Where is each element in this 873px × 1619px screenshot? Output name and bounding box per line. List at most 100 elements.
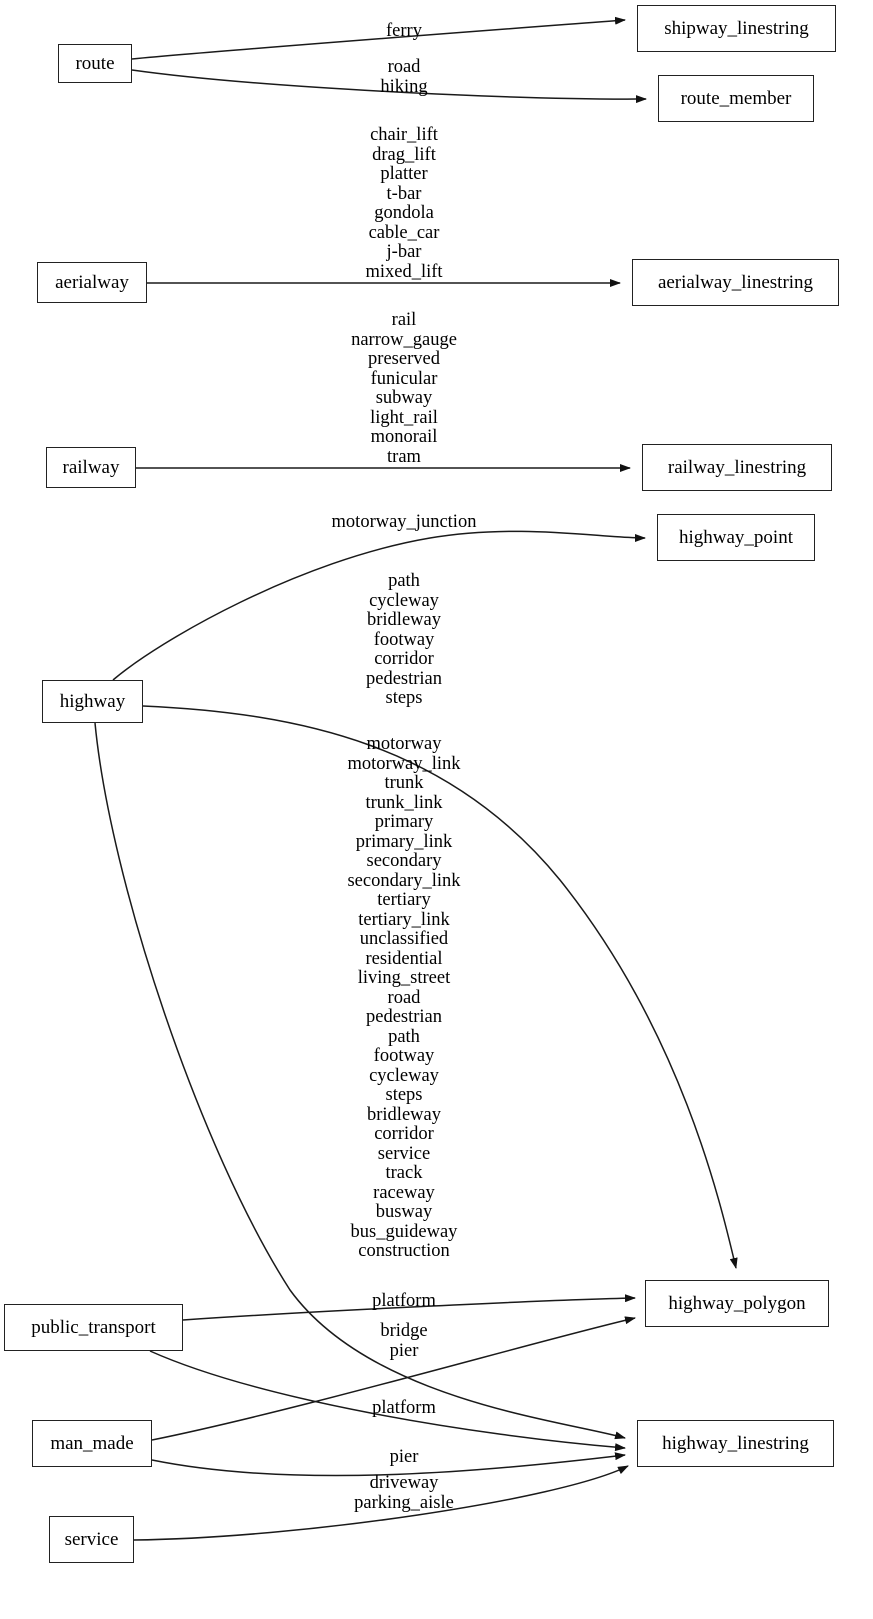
edge-label-line: unclassified <box>359 929 449 949</box>
edge-label-line: residential <box>365 948 443 969</box>
edge-label-line: trunk_link <box>365 792 443 813</box>
edge-label-line: driveway <box>369 1473 439 1493</box>
edge-label-line: preserved <box>368 349 440 369</box>
edge-label-line: drag_lift <box>372 144 436 165</box>
node-service[interactable]: service <box>49 1516 134 1563</box>
edge-label-line: platform <box>372 1398 436 1418</box>
node-label: route <box>75 52 115 74</box>
edge-label-pt-linestring: bridge pier <box>380 1321 428 1361</box>
node-highway_point[interactable]: highway_point <box>657 514 815 561</box>
edge-label-line: chair_lift <box>370 125 438 145</box>
node-aerialway_linestring[interactable]: aerialway_linestring <box>632 259 839 306</box>
node-label: railway_linestring <box>667 456 807 478</box>
node-public_transport[interactable]: public_transport <box>4 1304 183 1351</box>
edge-label-route-member: road hiking <box>380 57 428 97</box>
edge-label-line: pedestrian <box>365 668 443 689</box>
edge-label-pt-polygon: platform <box>372 1291 436 1312</box>
edge-label-line: platform <box>372 1291 436 1311</box>
edge-label-line: steps <box>385 1085 423 1105</box>
edge-label-line: trunk <box>384 773 424 793</box>
edge-label-line: primary <box>374 812 434 832</box>
edge-label-mm-polygon: platform <box>372 1398 436 1419</box>
edge-label-line: platter <box>380 164 428 184</box>
node-highway[interactable]: highway <box>42 680 143 723</box>
edge-label-line: secondary <box>366 851 442 871</box>
node-label: man_made <box>50 1432 134 1454</box>
node-label: service <box>64 1528 119 1550</box>
edge-label-highway-polygon: path cycleway bridleway footway corridor pede… <box>365 571 443 709</box>
node-shipway_linestring[interactable]: shipway_linestring <box>637 5 836 52</box>
edge-label-line: monorail <box>370 427 438 447</box>
node-label: railway <box>62 456 120 478</box>
edge-label-line: funicular <box>370 368 438 389</box>
node-route_member[interactable]: route_member <box>658 75 814 122</box>
edge-label-line: gondola <box>374 203 434 223</box>
edge-label-line: primary_link <box>355 831 453 852</box>
node-label: aerialway_linestring <box>657 271 814 293</box>
edge-label-line: cycleway <box>369 1065 439 1086</box>
edge-label-route-shipway: ferry <box>386 21 422 42</box>
edge-label-line: cycleway <box>369 590 439 611</box>
edge-label-line: living_street <box>357 968 451 988</box>
edge-label-line: pier <box>389 1447 419 1467</box>
node-railway_linestring[interactable]: railway_linestring <box>642 444 832 491</box>
edge-label-line: tertiary_link <box>358 909 450 930</box>
edge-label-line: motorway_junction <box>331 512 477 532</box>
edge-highway-point <box>112 530 646 681</box>
edge-label-line: raceway <box>373 1182 435 1203</box>
edge-label-line: bridleway <box>367 1104 441 1125</box>
edge-label-line: pedestrian <box>365 1007 443 1027</box>
edge-label-line: parking_aisle <box>354 1492 454 1513</box>
node-route[interactable]: route <box>58 44 132 83</box>
edge-label-mm-linestring: pier <box>389 1447 419 1468</box>
node-label: highway <box>59 690 126 712</box>
edge-service-linestring <box>133 1465 629 1541</box>
edge-route-member <box>131 69 647 104</box>
edge-label-service-linestring: driveway parking_aisle <box>354 1473 454 1513</box>
edge-label-line: mixed_lift <box>365 261 443 282</box>
edge-label-line: motorway <box>366 734 442 754</box>
edge-mm-linestring <box>151 1452 626 1477</box>
node-highway_linestring[interactable]: highway_linestring <box>637 1420 834 1467</box>
edge-label-line: road <box>387 57 421 77</box>
edge-label-line: bus_guideway <box>350 1221 458 1242</box>
edge-label-line: tram <box>387 446 421 467</box>
edge-label-line: secondary_link <box>347 870 461 891</box>
node-label: highway_point <box>679 526 793 548</box>
edge-label-line: t-bar <box>386 183 422 204</box>
node-aerialway[interactable]: aerialway <box>37 262 147 303</box>
edge-highway-polygon <box>142 705 738 1269</box>
node-label: route_member <box>680 87 792 109</box>
edge-label-line: rail <box>391 310 417 330</box>
edge-label-line: ferry <box>386 21 422 41</box>
node-label: shipway_linestring <box>664 17 809 39</box>
edge-highway-linestring <box>94 722 626 1440</box>
edge-label-line: hiking <box>380 76 428 97</box>
edge-paths <box>94 16 738 1541</box>
edge-label-line: light_rail <box>370 407 438 428</box>
edge-pt-linestring <box>149 1350 626 1452</box>
edge-label-railway-linestring: rail narrow_gauge preserved funicular subway… <box>351 310 457 467</box>
node-highway_polygon[interactable]: highway_polygon <box>645 1280 829 1327</box>
edge-label-line: service <box>377 1143 431 1164</box>
edge-label-line: corridor <box>374 1124 434 1144</box>
edge-label-line: track <box>385 1163 423 1183</box>
edge-label-line: footway <box>373 1046 435 1066</box>
edge-label-line: cable_car <box>368 222 440 243</box>
node-label: highway_polygon <box>668 1292 806 1314</box>
node-label: highway_linestring <box>662 1432 809 1454</box>
edge-label-line: footway <box>373 629 435 650</box>
edge-label-line: narrow_gauge <box>351 329 457 350</box>
edge-label-line: path <box>388 571 420 591</box>
node-railway[interactable]: railway <box>46 447 136 488</box>
edge-route-shipway <box>131 16 626 60</box>
edge-label-line: subway <box>375 388 433 408</box>
edge-label-line: road <box>387 987 421 1008</box>
edge-label-line: corridor <box>374 649 434 669</box>
node-man_made[interactable]: man_made <box>32 1420 152 1467</box>
edge-label-highway-point: motorway_junction <box>331 512 477 533</box>
edge-label-line: busway <box>375 1202 433 1222</box>
edge-label-line: bridge <box>380 1321 428 1341</box>
